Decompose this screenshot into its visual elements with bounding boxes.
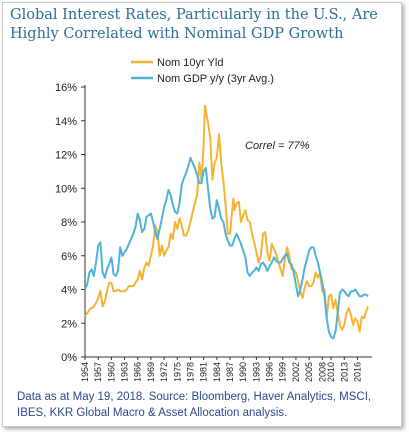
y-tick-label: 6%	[61, 251, 77, 263]
y-tick-label: 8%	[61, 217, 77, 229]
y-tick-label: 2%	[61, 318, 77, 330]
y-tick-label: 14%	[55, 116, 77, 128]
chart-title: Global Interest Rates, Particularly in t…	[10, 7, 378, 42]
x-tick-label: 1990	[238, 362, 248, 382]
series-layer	[84, 104, 369, 340]
correlation-annotation: Correl = 77%	[245, 140, 310, 152]
y-tick-label: 16%	[55, 82, 77, 94]
series-line-nom-gdp	[84, 156, 369, 340]
legend-label-nom-gdp: Nom GDP y/y (3yr Avg.)	[157, 73, 274, 85]
x-tick-label: 1975	[172, 362, 182, 382]
chart-axes: 0%2%4%6%8%10%12%14%16%1954 1957 1960 1963 19…	[55, 82, 372, 382]
x-tick-label: 1993	[251, 362, 261, 382]
y-tick-label: 10%	[55, 183, 77, 195]
line-chart: 0%2%4%6%8%10%12%14%16%1954 1957 1960 1963 19…	[55, 57, 372, 382]
y-tick-label: 12%	[55, 150, 77, 162]
x-tick-label: 1981	[199, 362, 209, 382]
x-tick-label: 1969	[146, 362, 156, 382]
chart-legend: Nom 10yr Yld Nom GDP y/y (3yr Avg.)	[131, 57, 274, 85]
x-tick-label: 2010	[326, 362, 336, 382]
x-tick-label: 2008	[317, 362, 327, 382]
x-tick-label: 1963	[120, 362, 130, 382]
legend-label-nom-10yr-yld: Nom 10yr Yld	[157, 57, 223, 69]
x-tick-label: 1996	[265, 362, 275, 382]
x-tick-label: 2002	[291, 362, 301, 382]
x-tick-label: 2005	[304, 362, 314, 382]
x-tick-label: 1984	[212, 362, 222, 382]
x-tick-label: 1954	[80, 362, 90, 382]
source-note: Data as at May 19, 2018. Source: Bloombe…	[17, 391, 372, 419]
x-tick-label: 1960	[106, 362, 116, 382]
x-tick-label: 1957	[93, 362, 103, 382]
y-tick-label: 0%	[61, 352, 77, 364]
x-tick-label: 1966	[133, 362, 143, 382]
chart-frame: Global Interest Rates, Particularly in t…	[2, 2, 402, 427]
x-tick-label: 2016	[352, 362, 362, 382]
x-tick-label: 2013	[339, 362, 349, 382]
x-tick-label: 1999	[278, 362, 288, 382]
x-tick-label: 1972	[159, 362, 169, 382]
y-tick-label: 4%	[61, 285, 77, 297]
x-tick-label: 1987	[225, 362, 235, 382]
x-tick-label: 1978	[185, 362, 195, 382]
